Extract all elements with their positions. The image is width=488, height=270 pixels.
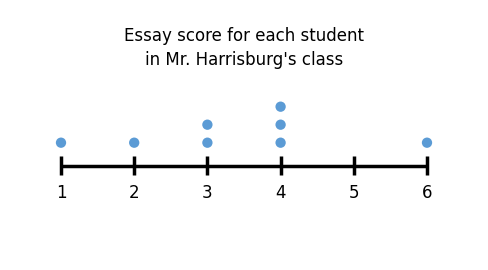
Point xyxy=(423,140,431,145)
Text: Essay score for each student
in Mr. Harrisburg's class: Essay score for each student in Mr. Harr… xyxy=(124,27,364,69)
Point xyxy=(57,140,65,145)
Point xyxy=(277,104,285,109)
Text: 1: 1 xyxy=(56,184,66,202)
Text: 3: 3 xyxy=(202,184,213,202)
Point xyxy=(203,140,211,145)
Text: 2: 2 xyxy=(129,184,140,202)
Point xyxy=(277,140,285,145)
Text: 6: 6 xyxy=(422,184,432,202)
Point xyxy=(203,123,211,127)
Text: 5: 5 xyxy=(348,184,359,202)
Point xyxy=(277,123,285,127)
Text: 4: 4 xyxy=(275,184,286,202)
Point xyxy=(130,140,138,145)
